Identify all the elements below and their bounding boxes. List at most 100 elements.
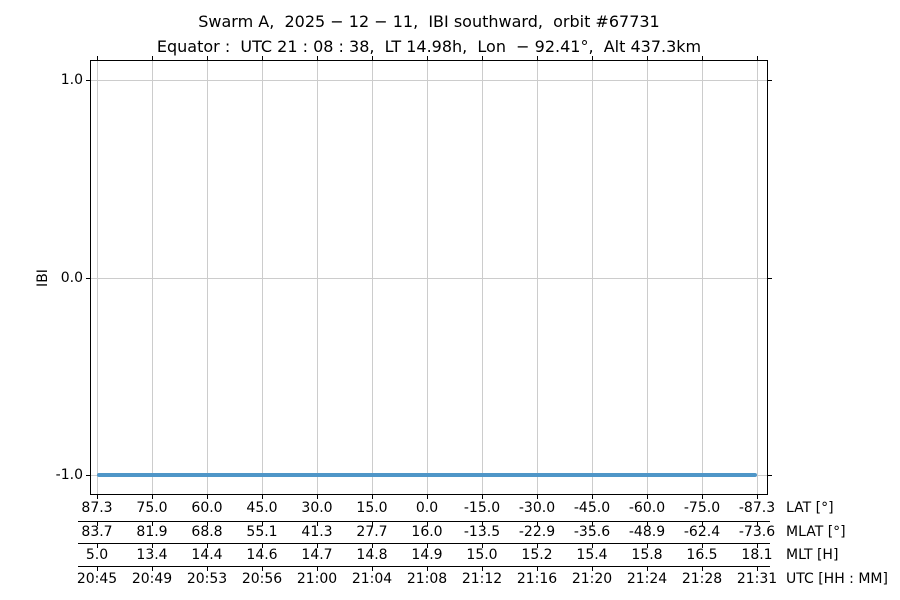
x-tick-label: 87.3 — [81, 500, 113, 516]
gridline-x — [97, 61, 98, 494]
axis-row-tick-mark — [262, 522, 263, 526]
x-tick-label: 83.7 — [81, 524, 113, 540]
axis-row-line — [78, 543, 770, 544]
x-tick-label: 14.4 — [191, 547, 223, 563]
x-tick-mark-bottom — [592, 495, 593, 499]
x-tick-label: 20:49 — [131, 571, 173, 587]
axis-row-tick-mark — [592, 544, 593, 548]
x-tick-mark-bottom — [262, 495, 263, 499]
axis-row-tick-mark — [482, 522, 483, 526]
x-tick-label: 15.0 — [356, 500, 388, 516]
x-tick-mark-bottom — [97, 495, 98, 499]
gridline-x — [427, 61, 428, 494]
axis-row-tick-mark — [647, 544, 648, 548]
gridline-x — [592, 61, 593, 494]
gridline-x — [152, 61, 153, 494]
x-tick-label: 75.0 — [136, 500, 168, 516]
y-tick-label: 0.0 — [60, 270, 83, 286]
axis-row-tick-mark — [647, 522, 648, 526]
x-tick-mark-top — [152, 56, 153, 60]
x-tick-label: -45.0 — [573, 500, 611, 516]
axis-row-tick-mark — [427, 544, 428, 548]
y-tick-mark-left — [86, 80, 90, 81]
y-tick-label: 1.0 — [60, 72, 83, 88]
x-tick-mark-top — [482, 56, 483, 60]
axis-row-name: MLT [H] — [786, 547, 839, 563]
x-tick-mark-top — [647, 56, 648, 60]
axis-row-tick-mark — [592, 522, 593, 526]
y-tick-mark-right — [768, 278, 772, 279]
axis-row-tick-mark — [757, 567, 758, 571]
x-tick-label: 15.4 — [576, 547, 608, 563]
axis-row-tick-mark — [702, 567, 703, 571]
x-tick-label: 21:31 — [736, 571, 778, 587]
x-tick-label: -30.0 — [518, 500, 556, 516]
axis-row-tick-mark — [647, 567, 648, 571]
x-tick-mark-bottom — [207, 495, 208, 499]
x-tick-label: 13.4 — [136, 547, 168, 563]
axis-row-tick-mark — [317, 544, 318, 548]
x-tick-label: 60.0 — [191, 500, 223, 516]
axis-row-tick-mark — [97, 522, 98, 526]
gridline-x — [207, 61, 208, 494]
x-tick-mark-top — [372, 56, 373, 60]
x-tick-mark-bottom — [702, 495, 703, 499]
axis-row-tick-mark — [372, 567, 373, 571]
plot-area — [90, 60, 768, 495]
axis-row-tick-mark — [372, 544, 373, 548]
axis-row-tick-mark — [152, 544, 153, 548]
y-tick-mark-right — [768, 475, 772, 476]
x-tick-label: 21:24 — [626, 571, 668, 587]
x-tick-label: -13.5 — [463, 524, 501, 540]
axis-row-tick-mark — [427, 567, 428, 571]
gridline-x — [262, 61, 263, 494]
chart-subtitle: Equator : UTC 21 : 08 : 38, LT 14.98h, L… — [156, 37, 702, 56]
gridline-x — [372, 61, 373, 494]
gridline-x — [757, 61, 758, 494]
axis-row-tick-mark — [317, 522, 318, 526]
y-tick-mark-right — [768, 80, 772, 81]
x-tick-label: -35.6 — [573, 524, 611, 540]
axis-row-tick-mark — [482, 544, 483, 548]
x-tick-mark-top — [427, 56, 428, 60]
y-tick-mark-left — [86, 475, 90, 476]
x-tick-label: 15.0 — [466, 547, 498, 563]
x-tick-label: -62.4 — [683, 524, 721, 540]
x-tick-label: 18.1 — [741, 547, 773, 563]
x-tick-label: 21:28 — [681, 571, 723, 587]
x-tick-label: -48.9 — [628, 524, 666, 540]
axis-row-tick-mark — [592, 567, 593, 571]
x-tick-mark-bottom — [152, 495, 153, 499]
x-tick-label: 55.1 — [246, 524, 278, 540]
x-tick-label: 21:00 — [296, 571, 338, 587]
x-tick-label: 15.2 — [521, 547, 553, 563]
axis-row-tick-mark — [262, 544, 263, 548]
axis-row-line — [78, 566, 770, 567]
x-tick-label: 30.0 — [301, 500, 333, 516]
axis-row-name: LAT [°] — [786, 500, 834, 516]
axis-row-tick-mark — [537, 567, 538, 571]
y-tick-label: -1.0 — [55, 467, 83, 483]
x-tick-label: -73.6 — [738, 524, 776, 540]
x-tick-mark-top — [262, 56, 263, 60]
x-tick-label: 21:08 — [406, 571, 448, 587]
axis-row-name: UTC [HH : MM] — [786, 571, 888, 587]
x-tick-mark-top — [702, 56, 703, 60]
axis-row-tick-mark — [757, 522, 758, 526]
axis-row-tick-mark — [702, 522, 703, 526]
gridline-y — [91, 278, 767, 279]
x-tick-label: 20:45 — [76, 571, 118, 587]
x-tick-mark-top — [317, 56, 318, 60]
x-tick-mark-top — [592, 56, 593, 60]
axis-row-tick-mark — [702, 544, 703, 548]
axis-row-tick-mark — [207, 522, 208, 526]
x-tick-mark-top — [757, 56, 758, 60]
data-line-ibi — [97, 473, 757, 477]
x-tick-label: 14.9 — [411, 547, 443, 563]
x-tick-label: 20:56 — [241, 571, 283, 587]
x-tick-label: -15.0 — [463, 500, 501, 516]
x-tick-label: 14.6 — [246, 547, 278, 563]
x-tick-mark-bottom — [647, 495, 648, 499]
axis-row-tick-mark — [537, 522, 538, 526]
